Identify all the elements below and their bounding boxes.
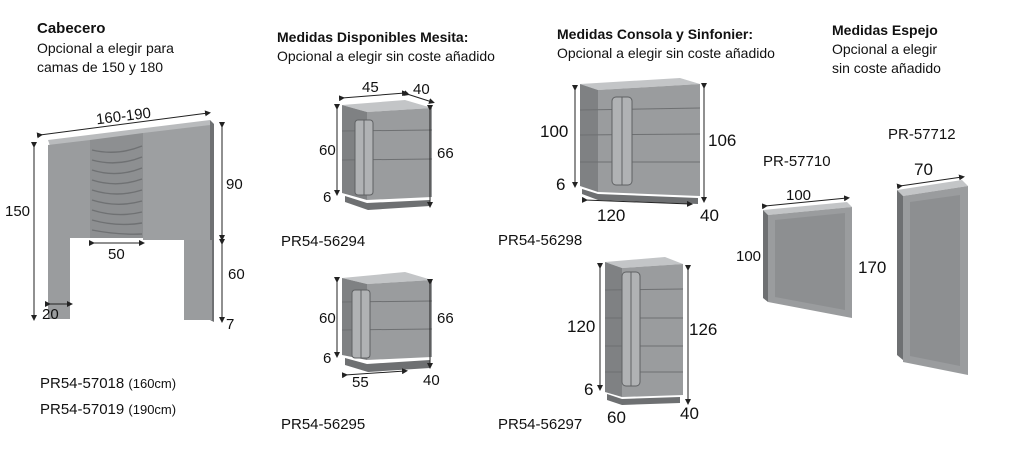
mirror-large-width: 70 (914, 160, 933, 179)
chest-bottom-base: 6 (584, 380, 594, 399)
console-title: Medidas Consola y Sinfonier: (557, 26, 754, 42)
headboard-upper-label: 90 (226, 176, 243, 193)
console-subtitle: Opcional a elegir sin coste añadido (557, 45, 775, 61)
nightstand-bottom-total-height: 66 (437, 310, 454, 327)
nightstand-top-inner-height: 60 (319, 142, 336, 159)
nightstand-top-base: 6 (323, 189, 332, 206)
headboard-leg-label: 20 (42, 306, 59, 323)
console-top-total-height: 106 (708, 131, 737, 150)
headboard-drawing (31, 110, 225, 323)
nightstand-top-code: PR54-56294 (281, 233, 366, 250)
nightstand-bottom-code: PR54-56295 (281, 416, 366, 433)
headboard-inner-label: 50 (108, 246, 125, 263)
console-top-width: 120 (597, 206, 626, 225)
headboard-lower-label: 60 (228, 266, 245, 283)
nightstand-top-depth: 40 (413, 81, 430, 98)
mirror-subtitle-1: Opcional a elegir (832, 41, 938, 57)
mirror-title: Medidas Espejo (832, 22, 938, 38)
chest-drawing-bottom (597, 257, 691, 405)
console-top-depth: 40 (700, 206, 719, 225)
console-drawing-top (572, 78, 707, 207)
nightstand-top-total-height: 66 (437, 145, 454, 162)
mirror-drawing-large (896, 174, 968, 375)
headboard-subtitle-2: camas de 150 y 180 (37, 59, 164, 75)
nightstand-bottom-inner-height: 60 (319, 310, 336, 327)
nightstand-bottom-depth: 40 (423, 372, 440, 389)
chest-bottom-code: PR54-56297 (498, 416, 583, 433)
chest-bottom-depth: 40 (680, 404, 699, 423)
mirror-drawing-small (761, 195, 852, 318)
console-top-inner-height: 100 (540, 122, 569, 141)
nightstand-bottom-width: 55 (352, 374, 369, 391)
mirror-large-height: 170 (858, 258, 887, 277)
nightstand-bottom-base: 6 (323, 350, 332, 367)
headboard-depth-label: 7 (226, 316, 235, 333)
headboard-height-label: 150 (5, 203, 31, 220)
console-top-code: PR54-56298 (498, 232, 583, 249)
headboard-title: Cabecero (37, 20, 106, 37)
chest-bottom-total-height: 126 (689, 320, 718, 339)
headboard-code-2: PR54-57019 (190cm) (40, 401, 177, 418)
headboard-code-1: PR54-57018 (160cm) (40, 375, 177, 392)
nightstand-top-width: 45 (362, 79, 379, 96)
chest-bottom-inner-height: 120 (567, 317, 596, 336)
mirror-small-width: 100 (786, 187, 812, 204)
mirror-small-height: 100 (736, 248, 762, 265)
nightstand-drawing-bottom (334, 272, 433, 379)
console-top-base: 6 (556, 175, 566, 194)
nightstand-drawing-top (334, 90, 435, 210)
mirror-large-code: PR-57712 (888, 126, 956, 143)
nightstand-subtitle: Opcional a elegir sin coste añadido (277, 48, 495, 64)
nightstand-title: Medidas Disponibles Mesita: (277, 29, 469, 45)
headboard-subtitle-1: Opcional a elegir para (37, 40, 174, 56)
chest-bottom-width: 60 (607, 408, 626, 427)
mirror-subtitle-2: sin coste añadido (832, 60, 941, 76)
mirror-small-code: PR-57710 (763, 153, 831, 170)
